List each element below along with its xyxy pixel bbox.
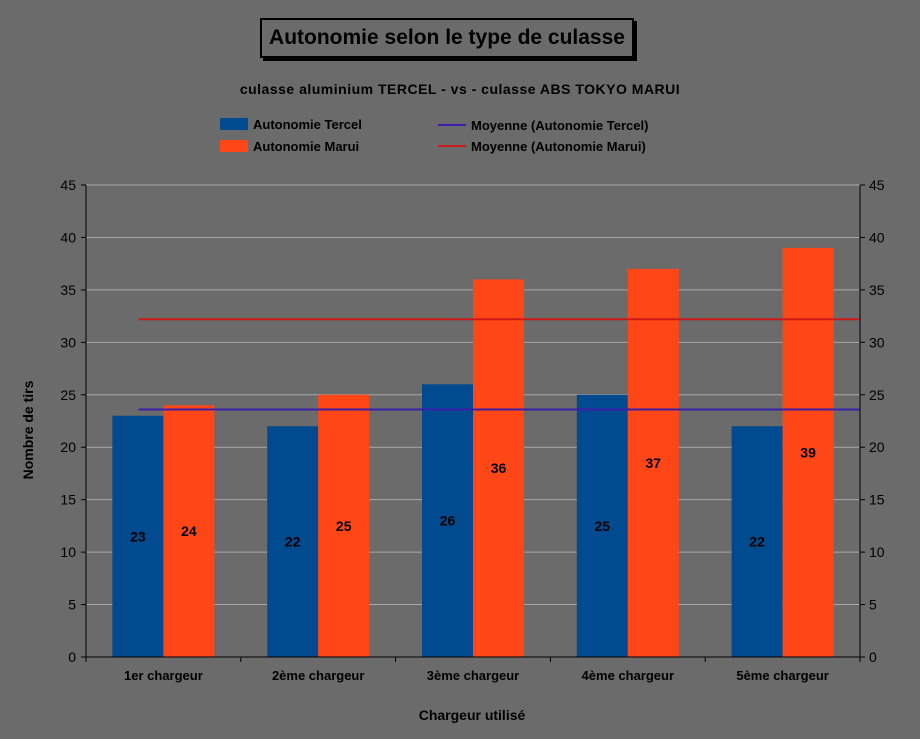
y-tick-label: 30	[60, 334, 76, 350]
data-label: 37	[646, 455, 662, 471]
chart-title: Autonomie selon le type de culasse	[260, 18, 634, 58]
y-tick-label-right: 35	[869, 282, 885, 298]
x-tick-label: 4ème chargeur	[582, 668, 675, 683]
x-tick-label: 2ème chargeur	[272, 668, 365, 683]
y-tick-label: 40	[60, 229, 76, 245]
data-label: 22	[749, 534, 765, 550]
data-label: 39	[800, 444, 816, 460]
bar-tercel	[267, 426, 319, 657]
bar-marui	[473, 279, 524, 657]
data-label: 25	[595, 518, 611, 534]
y-tick-label: 5	[68, 597, 76, 613]
bar-marui	[163, 405, 215, 657]
legend-marui-label: Autonomie Marui	[253, 139, 359, 154]
y-tick-label-right: 0	[869, 649, 877, 665]
y-tick-label-right: 40	[869, 229, 885, 245]
legend-marui-swatch	[220, 140, 248, 152]
x-tick-label: 1er chargeur	[124, 668, 203, 683]
y-tick-label: 15	[60, 492, 76, 508]
legend-tercel-label: Autonomie Tercel	[253, 117, 362, 132]
data-label: 36	[491, 460, 507, 476]
y-axis-title: Nombre de tirs	[20, 380, 36, 479]
chart-subtitle: culasse aluminium TERCEL - vs - culasse …	[239, 81, 681, 97]
y-tick-label: 45	[60, 177, 76, 193]
bar-marui	[318, 394, 370, 657]
legend-tercel-swatch	[220, 118, 248, 130]
legend-average-marui-label: Moyenne (Autonomie Marui)	[471, 139, 646, 154]
y-tick-label: 20	[60, 439, 76, 455]
y-tick-label: 35	[60, 282, 76, 298]
bar-marui	[782, 247, 834, 657]
bar-marui	[627, 268, 679, 657]
y-tick-label-right: 10	[869, 544, 885, 560]
bar-tercel	[576, 394, 628, 657]
bar-tercel	[422, 384, 473, 657]
y-tick-label-right: 5	[869, 597, 877, 613]
y-tick-label-right: 30	[869, 334, 885, 350]
data-label: 23	[130, 528, 146, 544]
x-axis-title: Chargeur utilisé	[419, 707, 526, 723]
y-tick-label: 10	[60, 544, 76, 560]
y-tick-label: 0	[68, 649, 76, 665]
data-label: 26	[440, 513, 456, 529]
bar-tercel	[112, 415, 164, 657]
x-tick-label: 3ème chargeur	[427, 668, 520, 683]
legend-average-tercel-label: Moyenne (Autonomie Tercel)	[471, 118, 648, 133]
y-tick-label-right: 15	[869, 492, 885, 508]
y-tick-label-right: 25	[869, 387, 885, 403]
y-tick-label-right: 45	[869, 177, 885, 193]
data-label: 24	[181, 523, 197, 539]
bar-tercel	[731, 426, 783, 657]
data-label: 22	[285, 534, 301, 550]
x-tick-label: 5ème chargeur	[736, 668, 829, 683]
y-tick-label: 25	[60, 387, 76, 403]
data-label: 25	[336, 518, 352, 534]
y-tick-label-right: 20	[869, 439, 885, 455]
